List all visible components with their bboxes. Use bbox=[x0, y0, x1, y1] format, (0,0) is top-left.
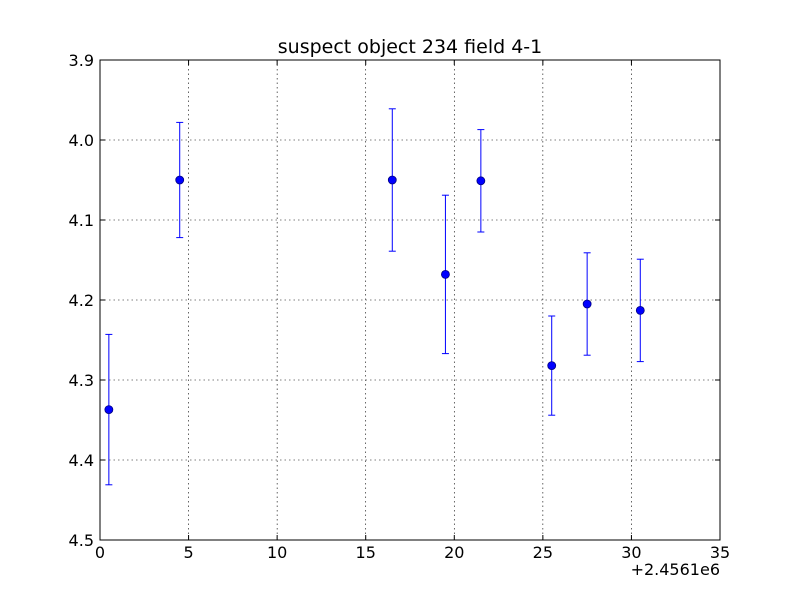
data-point bbox=[441, 269, 450, 279]
data-point bbox=[104, 405, 114, 415]
grid-lines bbox=[100, 60, 720, 540]
y-tick-label: 4.2 bbox=[69, 291, 94, 310]
y-tick-label: 3.9 bbox=[69, 51, 94, 70]
x-tick-label: 25 bbox=[533, 543, 553, 562]
x-tick-label: 35 bbox=[710, 543, 730, 562]
x-offset-label: +2.4561e6 bbox=[631, 560, 720, 579]
data-point bbox=[635, 305, 645, 315]
data-series bbox=[104, 108, 645, 486]
x-tick-label: 10 bbox=[267, 543, 287, 562]
axis-ticks: 0 5 10 15 20 25 30 35 3.9 4.0 4.1 4.2 4.3 4.4 4.5 bbox=[69, 51, 731, 562]
data-point bbox=[582, 299, 592, 309]
x-tick-label: 15 bbox=[356, 543, 376, 562]
plot-frame bbox=[99, 59, 721, 541]
data-point bbox=[547, 361, 557, 371]
y-tick-label: 4.4 bbox=[69, 451, 94, 470]
y-tick-label: 4.0 bbox=[69, 131, 94, 150]
x-tick-label: 20 bbox=[444, 543, 464, 562]
x-tick-label: 30 bbox=[621, 543, 641, 562]
data-point bbox=[476, 176, 486, 186]
y-tick-label: 4.3 bbox=[69, 371, 94, 390]
y-tick-label: 4.5 bbox=[69, 531, 94, 550]
data-point bbox=[175, 175, 185, 185]
y-tick-label: 4.1 bbox=[69, 211, 94, 230]
data-point bbox=[387, 175, 397, 185]
chart-title: suspect object 234 field 4-1 bbox=[278, 36, 543, 58]
x-tick-label: 5 bbox=[183, 543, 193, 562]
x-tick-label: 0 bbox=[95, 543, 105, 562]
